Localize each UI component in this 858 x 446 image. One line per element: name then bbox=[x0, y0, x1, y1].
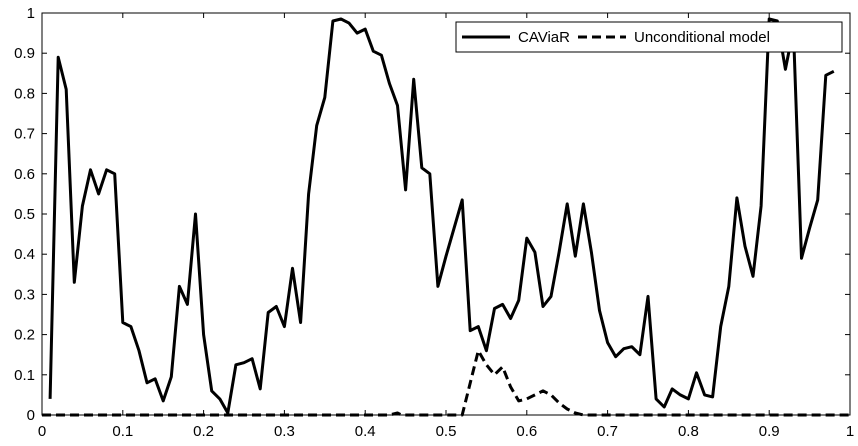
y-tick-label: 0 bbox=[27, 407, 35, 424]
x-tick-label: 0.7 bbox=[597, 423, 618, 440]
y-tick-label: 0.7 bbox=[14, 126, 35, 143]
axis-ticks bbox=[41, 12, 851, 416]
y-tick-label: 0.3 bbox=[14, 286, 35, 303]
y-tick-label: 0.6 bbox=[14, 166, 35, 183]
legend-box bbox=[455, 21, 843, 53]
legend-label-caviar: CAViaR bbox=[518, 29, 570, 46]
y-tick-label: 0.9 bbox=[14, 45, 35, 62]
y-tick-label: 0.1 bbox=[14, 367, 35, 384]
y-tick-label: 1 bbox=[27, 5, 35, 22]
x-tick-label: 0.6 bbox=[516, 423, 537, 440]
x-tick-label: 0.5 bbox=[436, 423, 457, 440]
legend-label-unconditional-model: Unconditional model bbox=[634, 29, 770, 46]
axis-tick-labels: 0 0.1 0.2 0.3 0.4 0.5 0.6 0.7 0.8 0.9 1 0 0.1 0.2 0.3 0… bbox=[14, 5, 854, 440]
y-tick-label: 0.4 bbox=[14, 246, 35, 263]
x-tick-label: 0.2 bbox=[193, 423, 214, 440]
series-line-caviar bbox=[48, 17, 835, 415]
y-tick-label: 0.8 bbox=[14, 85, 35, 102]
y-tick-label: 0.5 bbox=[14, 206, 35, 223]
axes-frame bbox=[41, 12, 851, 416]
x-tick-label: 0.9 bbox=[759, 423, 780, 440]
legend: CAViaR Unconditional model bbox=[455, 21, 843, 53]
x-tick-label: 0.3 bbox=[274, 423, 295, 440]
plot-lines bbox=[42, 17, 850, 417]
x-tick-label: 0 bbox=[38, 423, 46, 440]
x-tick-label: 0.1 bbox=[112, 423, 133, 440]
x-tick-label: 0.8 bbox=[678, 423, 699, 440]
series-line-unconditional-model bbox=[42, 349, 850, 417]
y-tick-label: 0.2 bbox=[14, 327, 35, 344]
x-tick-label: 1 bbox=[846, 423, 854, 440]
x-tick-label: 0.4 bbox=[355, 423, 376, 440]
